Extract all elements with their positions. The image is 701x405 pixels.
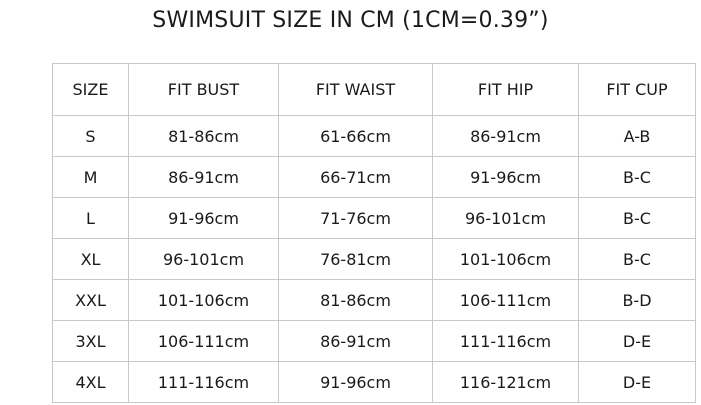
table-cell: 111-116cm: [128, 361, 279, 403]
table-cell: 91-96cm: [278, 361, 433, 403]
table-cell: 91-96cm: [128, 197, 279, 239]
table-cell: 71-76cm: [278, 197, 433, 239]
table-row: L 91-96cm 71-76cm 96-101cm B-C: [52, 197, 696, 239]
column-header: FIT BUST: [128, 63, 279, 116]
table-cell: 61-66cm: [278, 115, 433, 157]
table-cell: 86-91cm: [128, 156, 279, 198]
column-header: FIT HIP: [432, 63, 579, 116]
table-cell: 91-96cm: [432, 156, 579, 198]
table-cell: XXL: [52, 279, 129, 321]
table-cell: 66-71cm: [278, 156, 433, 198]
table-cell: 81-86cm: [128, 115, 279, 157]
table-cell: 3XL: [52, 320, 129, 362]
table-cell: L: [52, 197, 129, 239]
table-cell: 106-111cm: [128, 320, 279, 362]
table-cell: B-C: [578, 238, 696, 280]
table-row: XL 96-101cm 76-81cm 101-106cm B-C: [52, 238, 696, 280]
table-cell: 106-111cm: [432, 279, 579, 321]
table-cell: 86-91cm: [278, 320, 433, 362]
table-cell: 86-91cm: [432, 115, 579, 157]
table-cell: B-C: [578, 197, 696, 239]
table-cell: 96-101cm: [432, 197, 579, 239]
table-cell: D-E: [578, 320, 696, 362]
size-table: SIZE FIT BUST FIT WAIST FIT HIP FIT CUP S 81-…: [52, 63, 696, 403]
table-cell: 4XL: [52, 361, 129, 403]
table-cell: B-C: [578, 156, 696, 198]
table-cell: 76-81cm: [278, 238, 433, 280]
table-row: 3XL 106-111cm 86-91cm 111-116cm D-E: [52, 320, 696, 362]
table-cell: XL: [52, 238, 129, 280]
table-cell: 101-106cm: [432, 238, 579, 280]
table-cell: 111-116cm: [432, 320, 579, 362]
table-row: XXL 101-106cm 81-86cm 106-111cm B-D: [52, 279, 696, 321]
chart-title: SWIMSUIT SIZE IN CM (1CM=0.39”): [152, 8, 549, 33]
table-row: M 86-91cm 66-71cm 91-96cm B-C: [52, 156, 696, 198]
table-cell: 116-121cm: [432, 361, 579, 403]
table-cell: 101-106cm: [128, 279, 279, 321]
table-cell: M: [52, 156, 129, 198]
table-cell: S: [52, 115, 129, 157]
column-header: FIT WAIST: [278, 63, 433, 116]
table-cell: 81-86cm: [278, 279, 433, 321]
table-cell: D-E: [578, 361, 696, 403]
table-cell: 96-101cm: [128, 238, 279, 280]
table-cell: A-B: [578, 115, 696, 157]
table-row: 4XL 111-116cm 91-96cm 116-121cm D-E: [52, 361, 696, 403]
table-cell: B-D: [578, 279, 696, 321]
table-row: S 81-86cm 61-66cm 86-91cm A-B: [52, 115, 696, 157]
column-header: SIZE: [52, 63, 129, 116]
column-header: FIT CUP: [578, 63, 696, 116]
header-row: SIZE FIT BUST FIT WAIST FIT HIP FIT CUP: [52, 63, 696, 116]
